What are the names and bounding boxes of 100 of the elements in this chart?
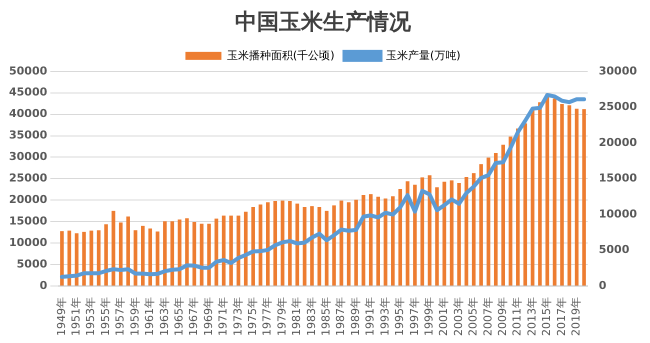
bar [273,201,278,286]
y2-tick-label: 10000 [598,207,638,220]
x-tick-label: 2007年 [481,297,494,336]
x-tick-label: 1991年 [364,297,377,336]
x-tick-label: 1989年 [348,297,362,336]
bar [568,105,572,286]
x-tick-label: 1981年 [290,297,304,336]
x-tick-label: 2003年 [452,297,465,336]
x-tick-label: 2011年 [510,297,524,336]
bar [222,216,226,286]
x-tick-label: 1985年 [320,297,333,336]
bar [516,128,520,286]
bar [538,102,542,286]
x-tick-label: 1957年 [114,297,127,336]
x-tick-label: 1967年 [187,297,200,336]
y-tick-label: 5000 [16,257,48,270]
bar [134,230,138,286]
y2-tick-label: 30000 [598,64,638,78]
x-tick-label: 1951年 [70,297,83,336]
x-tick-label: 1969年 [202,297,215,336]
y-tick-label: 30000 [8,150,48,164]
bar [486,158,490,286]
bar [376,196,380,286]
bar [435,187,439,286]
y-tick-label: 45000 [8,86,48,99]
bar [251,207,255,286]
x-tick-label: 2017年 [554,297,568,336]
bar [406,181,410,286]
bar [332,205,336,286]
bar [442,182,446,286]
bar [552,98,556,286]
x-tick-label: 1961年 [143,297,156,336]
bar [530,110,534,286]
y2-tick-label: 5000 [598,243,630,256]
bar [60,231,64,286]
y2-tick-label: 0 [598,278,607,292]
x-tick-label: 1975年 [246,297,259,336]
bar [582,109,586,286]
bar [288,201,292,286]
bar [346,202,351,286]
bar [170,221,174,286]
bar [258,204,262,286]
bar [523,123,528,286]
x-tick-label: 1953年 [84,297,98,336]
y-tick-label: 15000 [8,214,48,228]
bar [560,104,564,286]
x-tick-label: 2005年 [466,297,480,336]
y-tick-label: 20000 [8,193,48,206]
bar [229,216,233,286]
x-tick-label: 2013年 [525,297,538,336]
legend-label: 玉米产量(万吨) [386,48,461,62]
y-tick-label: 10000 [8,236,48,249]
bar [266,202,270,286]
x-tick-label: 1979年 [275,297,288,336]
bar [508,136,512,286]
x-tick-label: 1999年 [422,297,436,336]
y-tick-label: 35000 [8,128,48,142]
x-tick-label: 1983年 [304,297,318,336]
bar [457,182,461,286]
x-tick-label: 2015年 [540,297,554,336]
bar [464,176,468,286]
bar [472,173,476,286]
y2-tick-label: 15000 [598,172,638,185]
x-tick-label: 2001年 [437,297,450,336]
bar [207,224,211,286]
y-tick-label: 0 [40,278,48,292]
x-tick-label: 1955年 [98,297,112,336]
x-tick-label: 1977年 [260,297,274,336]
bar [104,224,108,286]
bar [545,94,550,286]
x-tick-label: 1973年 [231,297,244,336]
bar [368,194,373,286]
bar [302,207,306,286]
bar [391,196,395,286]
bar [280,200,284,286]
x-tick-label: 2019年 [570,297,583,336]
bar [82,232,86,286]
x-tick-label: 1993年 [378,297,392,336]
x-tick-label: 1963年 [158,297,171,336]
bar [185,218,189,286]
x-tick-label: 1949年 [54,297,68,336]
bar [450,180,454,286]
y2-tick-label: 20000 [598,136,638,149]
bar [340,200,344,286]
y-tick-label: 50000 [8,64,48,78]
legend-label: 玉米播种面积(千公顷) [226,48,335,62]
chart-title: 中国玉米生产情况 [235,8,412,35]
bar [310,206,314,286]
x-tick-label: 1971年 [216,297,230,336]
bar [384,198,388,286]
bar [479,164,483,286]
y2-tick-label: 25000 [598,100,638,114]
x-tick-label: 1997年 [408,297,421,336]
bar [494,152,498,286]
x-tick-label: 1959年 [128,297,142,336]
bar [156,231,160,286]
x-tick-label: 1995年 [393,297,406,336]
bar [574,108,579,286]
x-tick-label: 1987年 [334,297,348,336]
bar [362,195,366,286]
